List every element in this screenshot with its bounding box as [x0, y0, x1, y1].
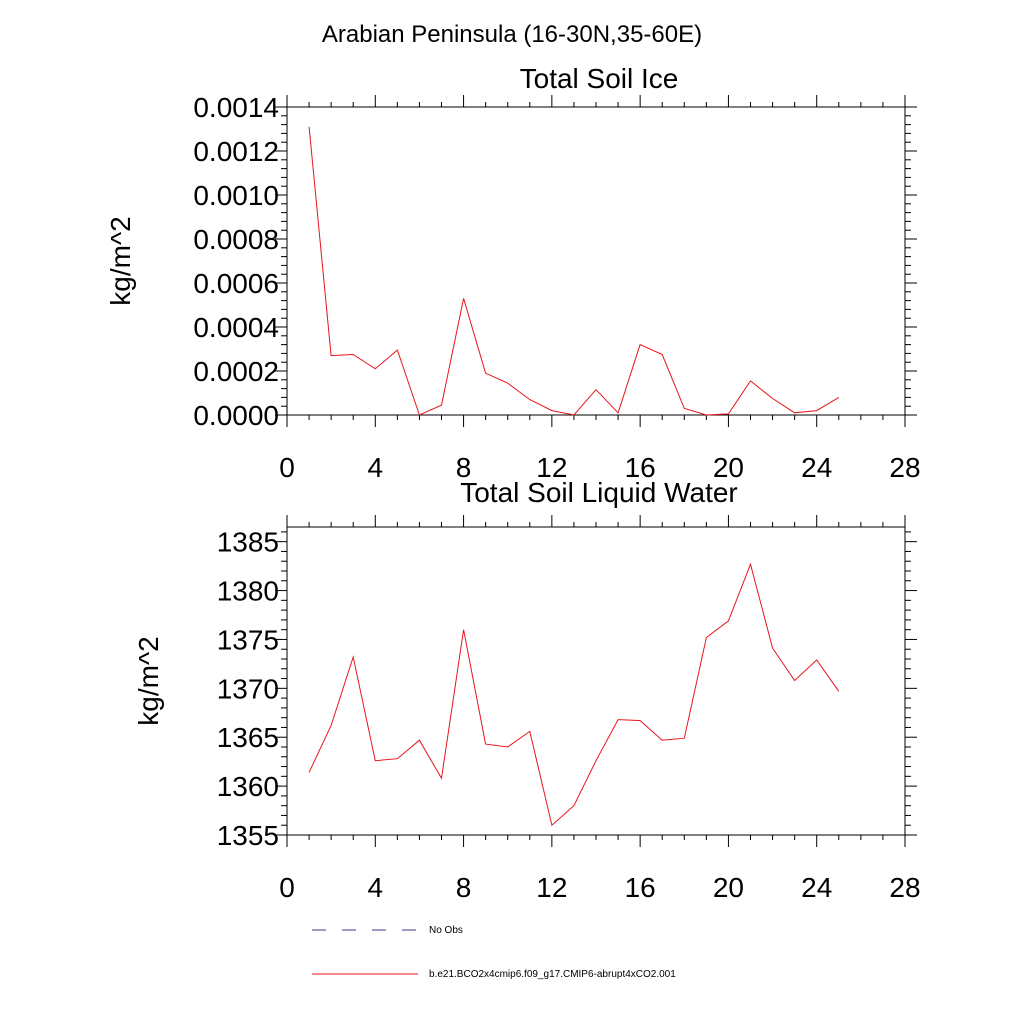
y-tick-label: 0.0010	[193, 180, 279, 211]
series-line-liquid	[308, 562, 840, 827]
plot-frame-ice	[286, 106, 906, 416]
figure-suptitle: Arabian Peninsula (16-30N,35-60E)	[322, 21, 702, 48]
x-tick-label: 12	[536, 872, 567, 903]
y-tick-label: 0.0002	[193, 356, 279, 387]
plot-frame-liquid	[286, 526, 906, 836]
y-tick-label: 1375	[217, 624, 279, 655]
legend-label-model: b.e21.BCO2x4cmip6.f09_g17.CMIP6-abrupt4x…	[429, 969, 676, 980]
panel-total-soil-ice: Total Soil Ice kg/m^2 0 4 8 12 16 20 24 28 0.0000 0…	[105, 63, 921, 483]
x-tick-label: 12	[536, 452, 567, 483]
y-tick-label: 0.0012	[193, 136, 279, 167]
y-axis-label-ice: kg/m^2	[105, 216, 136, 305]
x-tick-label: 24	[801, 872, 832, 903]
y-tick-label: 1360	[217, 771, 279, 802]
y-tick-label: 1385	[217, 527, 279, 558]
panel-total-soil-liquid-water: Total Soil Liquid Water kg/m^2 0 4 8 12 16 20 24…	[133, 477, 921, 903]
legend-label-no-obs: No Obs	[429, 925, 463, 936]
y-tick-label: 0.0014	[193, 92, 279, 123]
panel-title-liquid: Total Soil Liquid Water	[460, 477, 738, 508]
x-tick-label: 16	[625, 452, 656, 483]
x-tick-label: 0	[279, 452, 295, 483]
x-tick-label: 16	[625, 872, 656, 903]
y-axis-label-liquid: kg/m^2	[133, 636, 164, 725]
x-tick-label: 28	[889, 452, 920, 483]
y-tick-label: 0.0006	[193, 268, 279, 299]
y-tick-label: 1370	[217, 673, 279, 704]
x-tick-label: 8	[456, 452, 472, 483]
x-tick-label: 4	[367, 872, 383, 903]
y-tick-label: 0.0008	[193, 224, 279, 255]
x-tick-label: 4	[367, 452, 383, 483]
x-tick-label: 24	[801, 452, 832, 483]
x-tick-label: 0	[279, 872, 295, 903]
y-tick-label: 1380	[217, 576, 279, 607]
y-tick-label: 0.0000	[193, 400, 279, 431]
x-tick-label: 20	[713, 872, 744, 903]
x-tick-label: 28	[889, 872, 920, 903]
y-tick-label: 1355	[217, 820, 279, 851]
legend: No Obs b.e21.BCO2x4cmip6.f09_g17.CMIP6-a…	[312, 925, 676, 980]
series-line-ice	[308, 126, 840, 416]
x-tick-label: 8	[456, 872, 472, 903]
y-tick-label: 0.0004	[193, 312, 279, 343]
x-tick-label: 20	[713, 452, 744, 483]
panel-title-ice: Total Soil Ice	[520, 63, 679, 94]
y-tick-label: 1365	[217, 722, 279, 753]
